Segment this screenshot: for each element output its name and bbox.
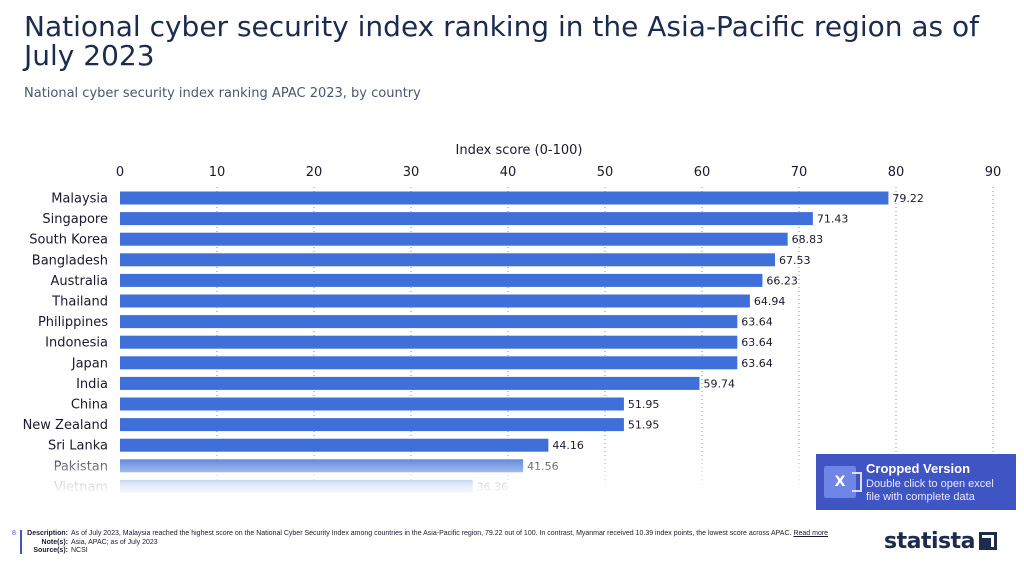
bar[interactable] [120, 232, 788, 246]
category-label: Vietnam [54, 480, 108, 495]
value-label: 68.83 [792, 233, 824, 246]
category-label: Australia [50, 274, 108, 289]
x-tick-label: 10 [209, 165, 226, 180]
category-label: Malaysia [51, 192, 108, 207]
cropped-version-button[interactable]: X Cropped Version Double click to open e… [816, 454, 1016, 510]
category-label: India [76, 377, 108, 392]
value-label: 63.64 [741, 336, 773, 349]
category-label: China [71, 398, 108, 413]
bars [120, 191, 889, 493]
value-label: 66.23 [766, 274, 798, 287]
statista-logo[interactable]: statista [884, 526, 1014, 556]
x-tick-label: 70 [791, 165, 808, 180]
category-labels: Malaysia Singapore South Korea Bangladesh Au… [23, 192, 109, 495]
logo-text: statista [884, 528, 975, 554]
value-label: 79.22 [892, 192, 924, 205]
value-label: 36.36 [477, 480, 509, 493]
category-label: Pakistan [54, 459, 108, 474]
x-tick-label: 50 [597, 165, 614, 180]
bar[interactable] [120, 418, 624, 432]
bar[interactable] [120, 479, 473, 493]
x-axis-ticks: 0 10 20 30 40 50 60 70 80 90 [116, 165, 1001, 180]
bar[interactable] [120, 335, 738, 349]
x-tick-label: 40 [500, 165, 517, 180]
x-tick-label: 90 [985, 165, 1002, 180]
bar-chart: Index score (0-100) 0 10 20 30 40 50 60 70 80 90 … [23, 143, 1001, 495]
category-label: Bangladesh [32, 253, 108, 268]
x-tick-label: 0 [116, 165, 124, 180]
bar[interactable] [120, 212, 813, 226]
cropped-version-description: Double click to open excel file with com… [866, 477, 994, 503]
footer-notes: 8 Description: As of July 2023, Malaysia… [12, 530, 872, 556]
bar[interactable] [120, 459, 524, 473]
cropped-version-title: Cropped Version [866, 460, 971, 476]
bar[interactable] [120, 438, 549, 452]
category-label: Singapore [42, 212, 108, 227]
bar[interactable] [120, 191, 889, 205]
category-label: Indonesia [45, 336, 108, 351]
value-label: 63.64 [741, 357, 773, 370]
category-label: New Zealand [23, 418, 108, 433]
chart-title: National cyber security index ranking in… [24, 10, 980, 72]
x-tick-label: 60 [694, 165, 711, 180]
description-text: As of July 2023, Malaysia reached the hi… [71, 530, 792, 537]
bar[interactable] [120, 294, 750, 308]
bar[interactable] [120, 315, 738, 329]
excel-icon: X [824, 466, 862, 498]
value-labels: 79.22 71.43 68.83 67.53 66.23 64.94 63.64 63.64… [477, 192, 924, 493]
bar[interactable] [120, 376, 700, 390]
description-key: Description: [27, 530, 68, 537]
bar[interactable] [120, 397, 624, 411]
value-label: 51.95 [628, 419, 660, 432]
value-label: 51.95 [628, 398, 660, 411]
value-label: 41.56 [527, 460, 559, 473]
footer-accent-bar [20, 530, 22, 554]
category-label: Sri Lanka [48, 439, 108, 454]
page-number: 8 [12, 530, 16, 537]
value-label: 64.94 [754, 295, 786, 308]
value-label: 67.53 [779, 254, 811, 267]
bar[interactable] [120, 273, 763, 287]
notes-text: Asia, APAC; as of July 2023 [71, 538, 158, 546]
bar[interactable] [120, 253, 776, 267]
x-axis-title: Index score (0-100) [456, 143, 583, 158]
chart-subtitle: National cyber security index ranking AP… [24, 86, 421, 101]
category-label: Thailand [51, 295, 108, 310]
x-tick-label: 80 [888, 165, 905, 180]
notes-key: Note(s): [41, 538, 68, 546]
category-label: Japan [71, 356, 108, 371]
statista-logo-icon [978, 532, 997, 550]
value-label: 71.43 [817, 213, 849, 226]
source-key: Source(s): [33, 547, 68, 554]
category-label: South Korea [29, 233, 108, 248]
value-label: 44.16 [552, 439, 584, 452]
value-label: 63.64 [741, 316, 773, 329]
value-label: 59.74 [703, 377, 735, 390]
bar[interactable] [120, 356, 738, 370]
read-more-link[interactable]: Read more [793, 530, 829, 537]
category-label: Philippines [38, 315, 108, 330]
x-tick-label: 20 [306, 165, 323, 180]
x-tick-label: 30 [403, 165, 420, 180]
source-text: NCSI [71, 547, 88, 554]
